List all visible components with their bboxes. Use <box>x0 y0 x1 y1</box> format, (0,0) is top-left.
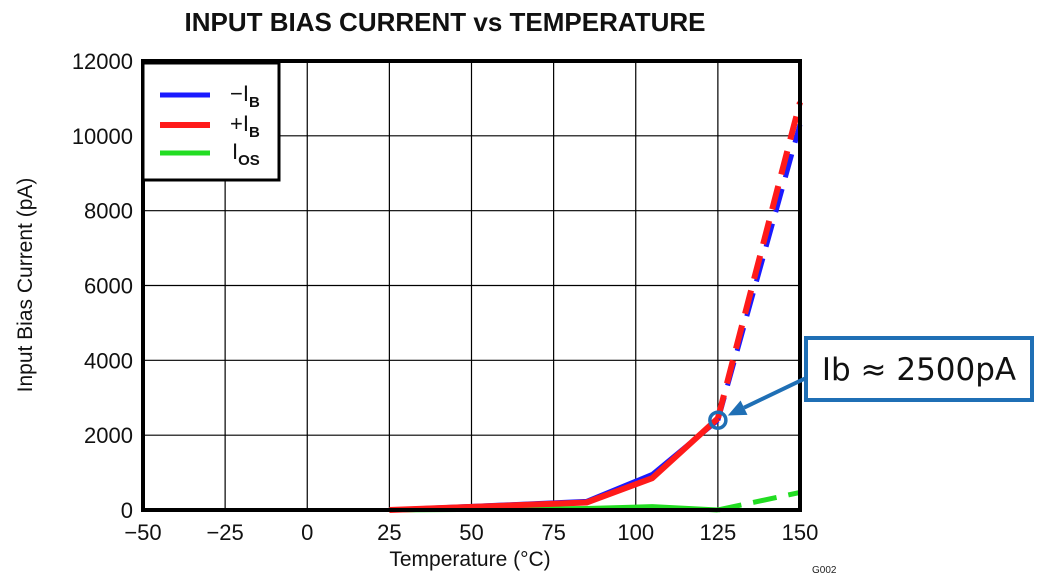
annotation-box <box>804 336 1034 402</box>
x-tick-label: 25 <box>377 520 401 545</box>
figure-id: G002 <box>812 565 837 575</box>
x-tick-label: 100 <box>617 520 654 545</box>
series-line-1-solid <box>389 416 720 513</box>
x-tick-label: 50 <box>459 520 483 545</box>
annotation-text: Ib ≈ 2500pA <box>822 352 1016 388</box>
legend-label-minus-ib: −IB <box>230 81 260 111</box>
y-tick-label: 6000 <box>84 274 133 299</box>
y-tick-label: 8000 <box>84 199 133 224</box>
legend-box <box>141 61 281 182</box>
x-tick-labels: −50 −25 0 25 50 75 100 125 150 <box>124 520 818 545</box>
plot-frame <box>141 59 802 512</box>
y-tick-label: 0 <box>121 498 133 523</box>
legend-label-ios: IOS <box>232 139 260 169</box>
x-axis-label: Temperature (°C) <box>389 548 550 571</box>
x-tick-label: −25 <box>206 520 243 545</box>
y-tick-label: 12000 <box>72 49 133 74</box>
annotation-arrow <box>743 376 807 410</box>
x-tick-label: 150 <box>782 520 819 545</box>
series-line-2-dashed <box>717 489 801 513</box>
y-tick-label: 10000 <box>72 124 133 149</box>
y-tick-label: 2000 <box>84 423 133 448</box>
x-tick-label: 0 <box>301 520 313 545</box>
series-group <box>389 101 803 513</box>
y-axis-label: Input Bias Current (pA) <box>14 178 37 393</box>
grid <box>142 60 801 511</box>
annotation-arrowhead <box>727 400 748 416</box>
y-tick-labels: 0 2000 4000 6000 8000 10000 12000 <box>72 49 133 523</box>
x-tick-label: 125 <box>700 520 737 545</box>
annotation: Ib ≈ 2500pA <box>708 336 1034 430</box>
y-tick-label: 4000 <box>84 348 133 373</box>
chart-title: INPUT BIAS CURRENT vs TEMPERATURE <box>184 7 705 37</box>
series-line-1-dashed <box>714 101 803 420</box>
x-tick-label: 75 <box>541 520 565 545</box>
x-tick-label: −50 <box>124 520 161 545</box>
legend: −IB +IB IOS <box>141 61 281 182</box>
legend-label-plus-ib: +IB <box>230 111 260 141</box>
annotation-marker <box>708 410 728 430</box>
